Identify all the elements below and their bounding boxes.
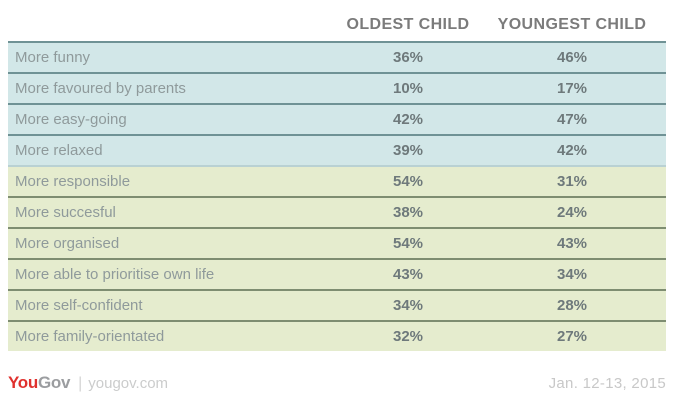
row-label: More favoured by parents [15, 80, 186, 97]
row-label: More funny [15, 49, 91, 66]
yougov-url: yougov.com [88, 375, 169, 392]
youngest-value: 47% [556, 111, 588, 128]
oldest-value: 54% [392, 173, 424, 190]
oldest-value: 54% [392, 235, 424, 252]
youngest-value: 31% [556, 173, 588, 190]
row-label: More self-confident [15, 297, 143, 314]
row-label: More succesful [15, 204, 116, 221]
table-header-row: OLDEST CHILD YOUNGEST CHILD [8, 0, 666, 41]
oldest-value: 38% [392, 204, 424, 221]
column-header-youngest-child: YOUNGEST CHILD [497, 16, 647, 33]
table-row: More responsible 54% 31% [8, 165, 666, 196]
table-row: More funny 36% 46% [8, 41, 666, 72]
oldest-value: 43% [392, 266, 424, 283]
youngest-value: 42% [556, 142, 588, 159]
oldest-value: 10% [392, 80, 424, 97]
row-label: More relaxed [15, 142, 103, 159]
youngest-value: 24% [556, 204, 588, 221]
youngest-value: 34% [556, 266, 588, 283]
oldest-value: 36% [392, 49, 424, 66]
oldest-value: 39% [392, 142, 424, 159]
youngest-value: 28% [556, 297, 588, 314]
table-row: More easy-going 42% 47% [8, 103, 666, 134]
yougov-logo: You Gov | yougov.com [8, 373, 168, 393]
youngest-value: 17% [556, 80, 588, 97]
oldest-value: 42% [392, 111, 424, 128]
youngest-value: 43% [556, 235, 588, 252]
table-row: More able to prioritise own life 43% 34% [8, 258, 666, 289]
logo-separator: | [78, 375, 83, 392]
table-row: More relaxed 39% 42% [8, 134, 666, 165]
table-row: More organised 54% 43% [8, 227, 666, 258]
yougov-logo-gov: Gov [37, 373, 71, 392]
row-label: More able to prioritise own life [15, 266, 215, 283]
table-row: More succesful 38% 24% [8, 196, 666, 227]
yougov-logo-you: You [8, 373, 38, 392]
footer: You Gov | yougov.com Jan. 12-13, 2015 [0, 373, 674, 393]
table-row: More family-orientated 32% 27% [8, 320, 666, 351]
row-label: More organised [15, 235, 120, 252]
oldest-value: 34% [392, 297, 424, 314]
row-label: More responsible [15, 173, 131, 190]
table-row: More favoured by parents 10% 17% [8, 72, 666, 103]
youngest-value: 46% [556, 49, 588, 66]
oldest-value: 32% [392, 328, 424, 345]
table-row: More self-confident 34% 28% [8, 289, 666, 320]
row-label: More easy-going [15, 111, 127, 128]
table-container: OLDEST CHILD YOUNGEST CHILD More funny 3… [8, 0, 666, 351]
column-header-oldest-child: OLDEST CHILD [346, 16, 470, 33]
row-label: More family-orientated [15, 328, 165, 345]
youngest-value: 27% [556, 328, 588, 345]
survey-date: Jan. 12-13, 2015 [548, 375, 666, 392]
